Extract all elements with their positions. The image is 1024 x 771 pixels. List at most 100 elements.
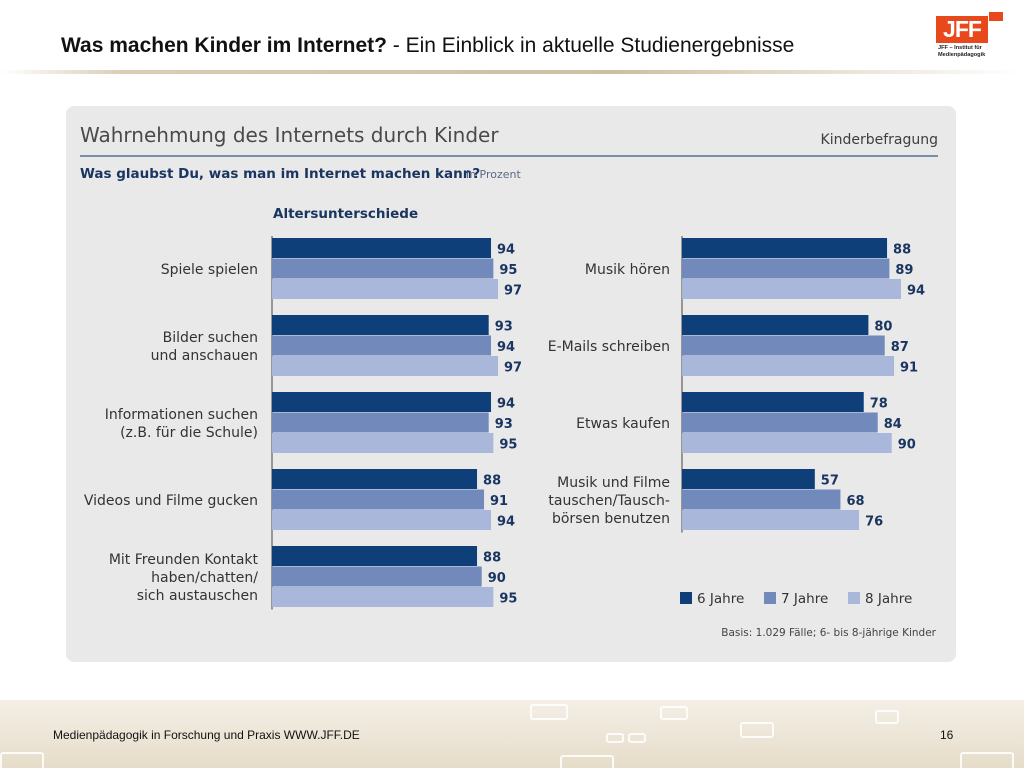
- category-label: Videos und Filme gucken: [84, 493, 258, 509]
- jff-logo: JFF JFF – Institut für Medienpädagogik: [936, 12, 1008, 68]
- category-label: und anschauen: [151, 348, 258, 364]
- category-label: (z.B. für die Schule): [120, 425, 258, 441]
- logo-accent: [989, 12, 1003, 21]
- footer-decoration: [740, 722, 774, 738]
- bar: [682, 238, 888, 258]
- legend-label: 7 Jahre: [781, 591, 828, 607]
- data-label: 97: [504, 360, 522, 375]
- data-label: 91: [900, 360, 918, 375]
- bar: [682, 510, 860, 530]
- bar: [272, 546, 478, 566]
- bar: [682, 356, 895, 376]
- data-label: 94: [497, 396, 515, 411]
- bar: [272, 469, 478, 489]
- data-label: 94: [907, 283, 925, 298]
- bar: [682, 258, 890, 279]
- bar: [272, 392, 492, 412]
- footer-decoration: [875, 710, 899, 724]
- chart-question: Was glaubst Du, was man im Internet mach…: [80, 166, 480, 182]
- bar: [272, 510, 492, 530]
- bar: [272, 412, 489, 433]
- data-label: 57: [821, 473, 839, 488]
- bar: [682, 315, 869, 335]
- slide-title-rest: - Ein Einblick in aktuelle Studienergebn…: [386, 34, 795, 57]
- category-label: Spiele spielen: [161, 262, 258, 278]
- data-label: 88: [483, 473, 501, 488]
- bar: [682, 489, 841, 510]
- bar: [272, 356, 499, 376]
- chart-title: Wahrnehmung des Internets durch Kinder: [80, 123, 499, 147]
- bar: [682, 392, 864, 412]
- data-label: 91: [490, 494, 508, 509]
- data-label: 90: [898, 437, 916, 452]
- bar: [272, 433, 494, 453]
- data-label: 88: [893, 242, 911, 257]
- footer-decoration: [0, 752, 44, 770]
- footer-decoration: [560, 755, 614, 771]
- category-label: Etwas kaufen: [576, 416, 670, 432]
- category-label: haben/chatten/: [151, 570, 258, 586]
- legend-label: 8 Jahre: [865, 591, 912, 607]
- bar: [272, 489, 485, 510]
- legend-swatch: [848, 592, 860, 604]
- legend-swatch: [764, 592, 776, 604]
- footer-decoration: [660, 706, 688, 720]
- bar: [272, 315, 489, 335]
- category-label: Musik hören: [585, 262, 670, 278]
- category-label: Bilder suchen: [163, 330, 258, 346]
- data-label: 94: [497, 340, 515, 355]
- footer-band: [0, 700, 1024, 771]
- bar: [272, 587, 494, 607]
- footer-decoration: [530, 704, 568, 720]
- category-label: Musik und Filme: [557, 475, 670, 491]
- data-label: 95: [499, 591, 517, 606]
- data-label: 95: [499, 263, 517, 278]
- data-label: 97: [504, 283, 522, 298]
- logo-subtitle-line-1: JFF – Institut für: [938, 45, 982, 51]
- data-label: 94: [497, 514, 515, 529]
- bar: [682, 469, 815, 489]
- logo-subtitle-line-2: Medienpädagogik: [938, 52, 986, 58]
- data-label: 93: [495, 319, 513, 334]
- chart-tag: Kinderbefragung: [821, 132, 938, 148]
- bar: [682, 335, 885, 356]
- slide-title-bold: Was machen Kinder im Internet?: [61, 34, 387, 57]
- data-label: 78: [870, 396, 888, 411]
- data-label: 89: [895, 263, 913, 278]
- category-label: tauschen/Tausch-: [548, 493, 670, 509]
- data-label: 80: [874, 319, 892, 334]
- data-label: 93: [495, 417, 513, 432]
- logo-mark: JFF: [936, 16, 988, 43]
- data-label: 76: [865, 514, 883, 529]
- data-label: 84: [884, 417, 902, 432]
- data-label: 90: [488, 571, 506, 586]
- bar: [272, 279, 499, 299]
- data-label: 68: [846, 494, 864, 509]
- chart-unit-note: in Prozent: [466, 168, 521, 181]
- footer-text: Medienpädagogik in Forschung und Praxis …: [53, 728, 360, 742]
- bar: [272, 258, 494, 279]
- data-label: 94: [497, 242, 515, 257]
- category-label: börsen benutzen: [552, 511, 670, 527]
- slide-title: Was machen Kinder im Internet? - Ein Ein…: [61, 34, 794, 58]
- legend-label: 6 Jahre: [697, 591, 744, 607]
- bar: [272, 238, 492, 258]
- bar: [682, 412, 878, 433]
- basis-note: Basis: 1.029 Fälle; 6- bis 8-jährige Kin…: [721, 627, 936, 639]
- page-number: 16: [940, 728, 954, 742]
- title-divider: [0, 70, 1024, 74]
- data-label: 95: [499, 437, 517, 452]
- footer-decoration: [606, 733, 624, 743]
- footer-decoration: [628, 733, 646, 743]
- bar: [272, 335, 492, 356]
- section-label: Altersunterschiede: [273, 206, 418, 222]
- chart-panel: [66, 106, 956, 662]
- legend-swatch: [680, 592, 692, 604]
- category-label: Mit Freunden Kontakt: [109, 552, 259, 568]
- logo-subtitle: JFF – Institut für Medienpädagogik: [938, 45, 1010, 59]
- category-label: sich austauschen: [137, 588, 258, 604]
- category-label: E-Mails schreiben: [548, 339, 670, 355]
- bar: [272, 566, 482, 587]
- data-label: 87: [891, 340, 909, 355]
